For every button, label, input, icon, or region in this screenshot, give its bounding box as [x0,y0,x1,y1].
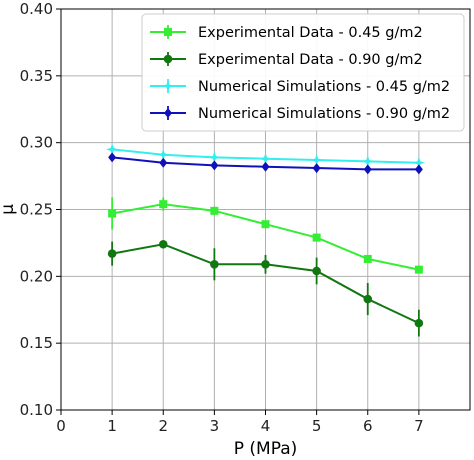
series-layer [106,143,425,337]
marker-star [106,143,119,156]
legend-label: Numerical Simulations - 0.45 g/m2 [198,79,450,95]
legend: Experimental Data - 0.45 g/m2 Experimenta… [141,13,465,132]
marker-circle [158,239,168,249]
y-tick-label: 0.35 [20,67,53,85]
x-tick-label: 2 [158,417,168,435]
x-tick-label: 5 [312,417,322,435]
marker-circle [210,260,219,269]
marker-star [310,154,323,167]
series-2 [106,143,425,169]
marker-diamond [164,108,172,118]
y-tick-label: 0.15 [20,334,53,352]
marker-square [108,209,117,218]
marker-star [162,80,174,92]
marker-square [164,28,172,36]
y-tick-label: 0.20 [20,267,53,285]
marker-square [210,206,219,215]
marker-star [412,156,425,169]
legend-item: Numerical Simulations - 0.90 g/m2 [150,106,450,122]
ticks: 0 1 2 3 4 5 6 7 0.10 0.15 0.20 0.25 0.30 0.35 0.40 [20,0,424,435]
legend-label: Experimental Data - 0.45 g/m2 [198,25,423,41]
marker-square [312,233,321,242]
x-tick-label: 3 [210,417,220,435]
y-tick-label: 0.10 [20,401,53,419]
series-1 [107,239,424,337]
marker-square [261,220,270,229]
legend-item: Experimental Data - 0.90 g/m2 [150,52,423,68]
marker-square [414,265,423,274]
marker-star [259,152,272,165]
legend-label: Numerical Simulations - 0.90 g/m2 [198,106,450,122]
marker-diamond [261,161,270,172]
legend-item: Numerical Simulations - 0.45 g/m2 [150,79,450,95]
y-tick-label: 0.40 [20,0,53,18]
marker-star [361,155,374,168]
x-tick-label: 6 [363,417,373,435]
marker-square [159,200,168,209]
series-3 [108,152,423,175]
y-axis-label: μ [0,204,18,215]
x-tick-label: 7 [414,417,424,435]
marker-diamond [210,160,219,171]
marker-star [208,151,221,164]
marker-square [363,254,372,263]
x-tick-label: 0 [56,417,66,435]
marker-circle [363,294,373,304]
marker-circle [261,260,270,269]
y-tick-label: 0.30 [20,134,53,152]
legend-label: Experimental Data - 0.90 g/m2 [198,52,423,68]
legend-item: Experimental Data - 0.45 g/m2 [150,25,423,41]
series-0 [108,197,423,274]
marker-diamond [159,157,168,168]
marker-diamond [108,152,117,163]
marker-diamond [312,163,321,174]
legend-box [141,13,465,132]
marker-star [157,148,170,161]
x-tick-label: 1 [107,417,117,435]
x-axis-label: P (MPa) [234,439,298,459]
x-tick-label: 4 [261,417,271,435]
marker-circle [414,318,424,328]
marker-diamond [363,164,372,175]
marker-circle [163,54,173,64]
marker-diamond [414,164,423,175]
marker-circle [312,266,321,276]
y-tick-label: 0.25 [20,201,53,219]
marker-circle [107,249,117,258]
